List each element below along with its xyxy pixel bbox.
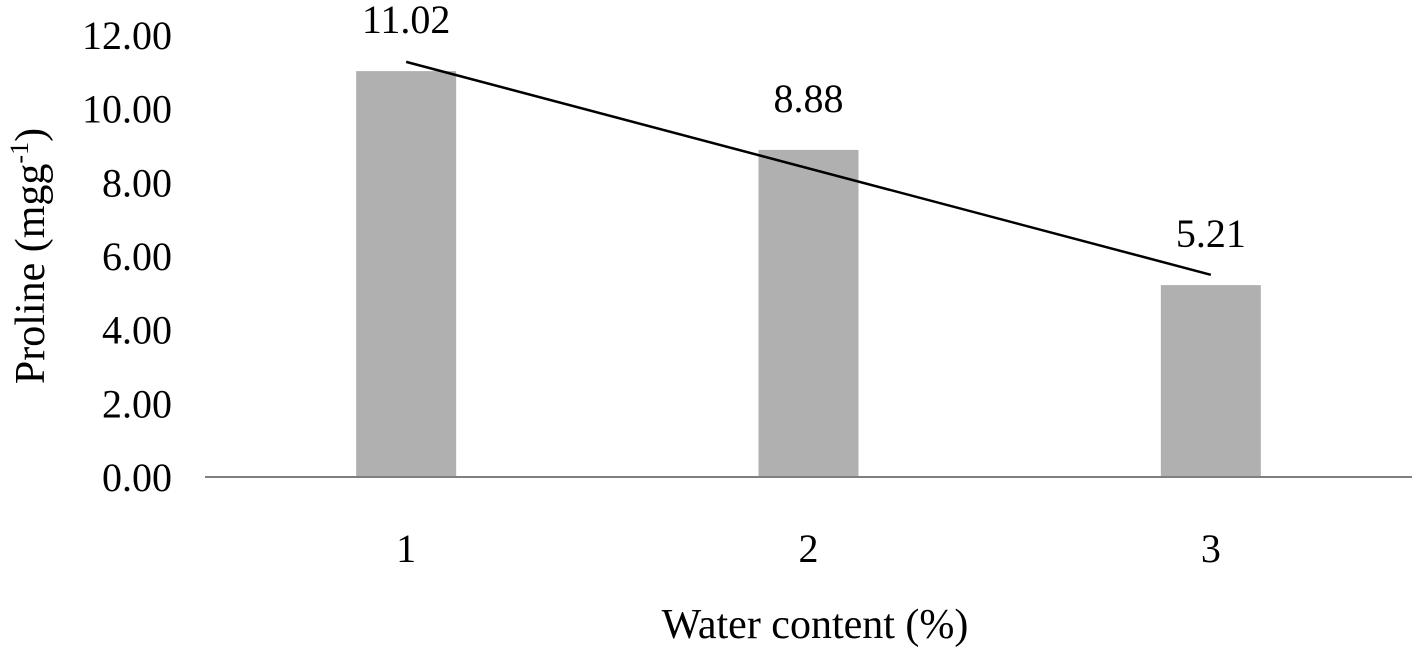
y-tick-label: 6.00 — [102, 234, 172, 279]
bar — [758, 149, 859, 478]
y-axis-title-suffix: ) — [8, 128, 54, 142]
y-axis-title: Proline (mgg-1) — [5, 128, 54, 384]
y-tick-label: 0.00 — [102, 455, 172, 500]
x-axis-tick-labels: 1 2 3 — [396, 526, 1221, 571]
y-axis-title-superscript: -1 — [5, 142, 34, 164]
y-tick-label: 10.00 — [82, 87, 172, 132]
x-tick-label: 2 — [799, 526, 819, 571]
x-tick-label: 3 — [1201, 526, 1221, 571]
x-tick-label: 1 — [396, 526, 416, 571]
bar — [1160, 285, 1261, 477]
y-tick-label: 12.00 — [82, 13, 172, 58]
y-axis-title-text: Proline (mgg — [8, 164, 54, 384]
data-label: 5.21 — [1176, 211, 1246, 256]
data-label: 11.02 — [362, 0, 451, 42]
x-axis-title: Water content (%) — [662, 602, 969, 648]
y-tick-label: 8.00 — [102, 160, 172, 205]
data-labels: 11.02 8.88 5.21 — [362, 0, 1246, 256]
y-tick-label: 4.00 — [102, 308, 172, 353]
y-tick-label: 2.00 — [102, 381, 172, 426]
bars — [356, 71, 1261, 478]
data-label: 8.88 — [774, 76, 844, 121]
y-axis-tick-labels: 0.00 2.00 4.00 6.00 8.00 10.00 12.00 — [82, 13, 172, 500]
bar — [356, 71, 457, 477]
trendline — [405, 60, 1212, 276]
